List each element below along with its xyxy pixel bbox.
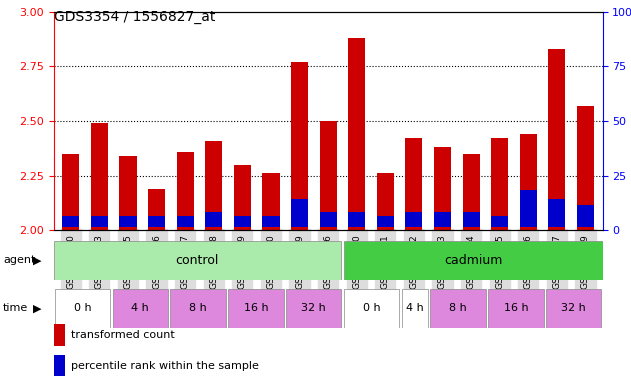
Bar — [62, 154, 80, 230]
Bar — [377, 174, 394, 230]
Bar — [548, 49, 565, 230]
Text: percentile rank within the sample: percentile rank within the sample — [71, 361, 259, 371]
Bar — [463, 154, 480, 230]
Bar — [348, 212, 365, 227]
Bar — [91, 216, 108, 227]
Bar — [291, 62, 308, 230]
Text: 8 h: 8 h — [449, 303, 467, 313]
Text: transformed count: transformed count — [71, 330, 175, 340]
Bar — [286, 289, 341, 328]
Bar — [577, 205, 594, 227]
Bar — [112, 289, 168, 328]
Text: ▶: ▶ — [33, 303, 41, 313]
Text: 32 h: 32 h — [562, 303, 586, 313]
Bar — [405, 212, 423, 227]
Bar — [62, 216, 80, 227]
Text: 16 h: 16 h — [504, 303, 528, 313]
Bar — [344, 241, 603, 280]
Bar — [54, 241, 341, 280]
Bar — [148, 216, 165, 227]
Bar — [55, 289, 110, 328]
Bar — [430, 289, 486, 328]
Bar — [405, 139, 423, 230]
Text: ▶: ▶ — [33, 255, 41, 265]
Text: 4 h: 4 h — [406, 303, 423, 313]
Text: time: time — [3, 303, 28, 313]
Bar — [546, 289, 601, 328]
Text: cadmium: cadmium — [444, 254, 502, 266]
Bar — [434, 212, 451, 227]
Bar — [344, 289, 399, 328]
Bar — [205, 212, 222, 227]
Text: 0 h: 0 h — [363, 303, 380, 313]
Text: agent: agent — [3, 255, 35, 265]
Bar — [434, 147, 451, 230]
Text: 4 h: 4 h — [131, 303, 149, 313]
Bar — [319, 212, 337, 227]
Bar — [463, 212, 480, 227]
Text: 16 h: 16 h — [244, 303, 268, 313]
Bar — [520, 134, 537, 230]
Bar — [91, 123, 108, 230]
Bar — [233, 165, 251, 230]
Bar — [319, 121, 337, 230]
Bar — [148, 189, 165, 230]
Bar — [170, 289, 226, 328]
Bar — [348, 38, 365, 230]
Text: GDS3354 / 1556827_at: GDS3354 / 1556827_at — [54, 10, 215, 23]
Bar — [177, 216, 194, 227]
Bar — [262, 216, 280, 227]
Bar — [291, 199, 308, 227]
Bar — [491, 216, 508, 227]
Bar — [401, 289, 428, 328]
Text: 0 h: 0 h — [74, 303, 91, 313]
Text: control: control — [175, 254, 219, 266]
Bar — [548, 199, 565, 227]
Bar — [233, 216, 251, 227]
Bar — [491, 139, 508, 230]
Bar — [205, 141, 222, 230]
Bar — [119, 156, 136, 230]
Text: 32 h: 32 h — [301, 303, 326, 313]
Bar — [262, 174, 280, 230]
Bar — [228, 289, 283, 328]
Text: 8 h: 8 h — [189, 303, 207, 313]
Bar — [488, 289, 544, 328]
Bar — [520, 190, 537, 227]
Bar — [577, 106, 594, 230]
Bar — [377, 216, 394, 227]
Bar — [177, 152, 194, 230]
Bar — [119, 216, 136, 227]
